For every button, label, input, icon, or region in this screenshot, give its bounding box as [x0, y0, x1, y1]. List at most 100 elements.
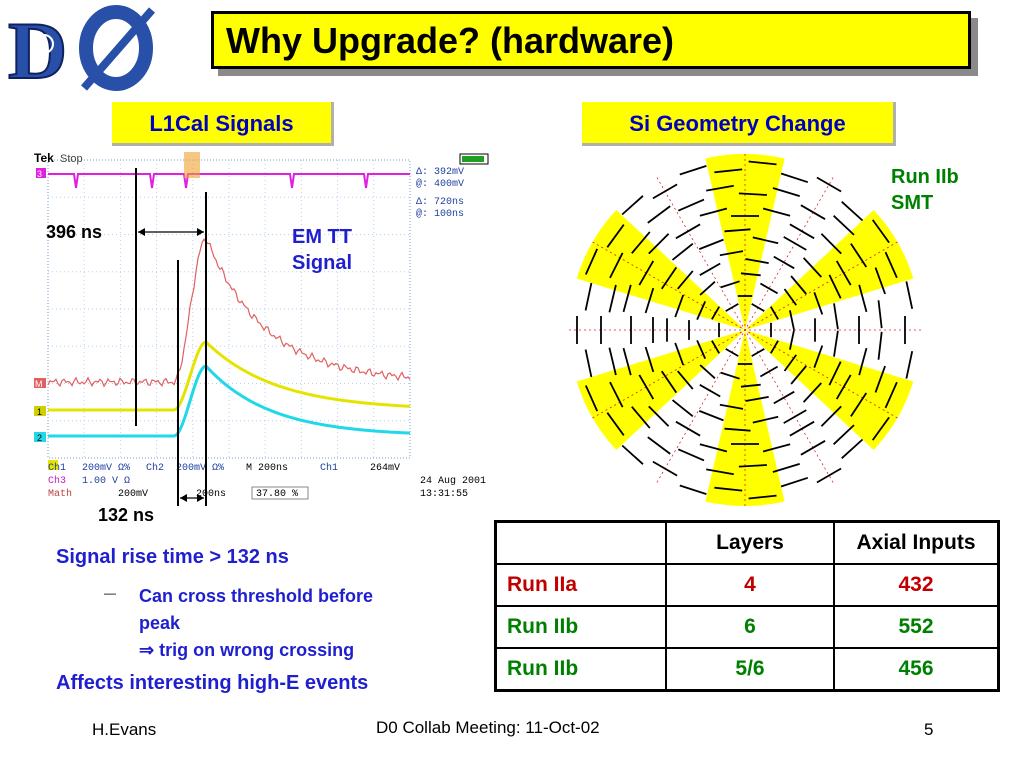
sensor-ladder	[675, 223, 701, 240]
si-geometry-label-box: Si Geometry Change	[582, 102, 896, 146]
sensor-ladder	[770, 340, 779, 354]
trigger-marker	[184, 152, 200, 178]
scope-ch3: Ch3	[48, 475, 66, 487]
scope-math: Math	[48, 488, 72, 500]
sensor-ladder	[608, 347, 617, 376]
sensor-ladder	[724, 228, 751, 233]
sensor-ladder	[858, 347, 868, 376]
row-label: Run IIa	[494, 563, 667, 607]
sensor-ladder	[714, 486, 743, 492]
silicon-wedge	[705, 330, 785, 507]
sensor-ladder	[871, 219, 890, 244]
sensor-ladder	[675, 420, 701, 437]
sensor-ladder	[609, 381, 624, 408]
scope-meas1: Δ: 392mV	[416, 167, 464, 178]
page-title: Why Upgrade? (hardware)	[226, 20, 675, 61]
scope-ch1-scale: 200mV Ω%	[82, 463, 130, 474]
footer-page-number: 5	[924, 720, 934, 739]
scope-time: 13:31:55	[420, 489, 468, 500]
footer-author: H.Evans	[92, 720, 157, 739]
sensor-ladder	[770, 306, 779, 320]
sensor-ladder	[719, 403, 744, 410]
sensor-ladder	[609, 252, 624, 279]
sensor-ladder	[725, 303, 739, 312]
sensor-ladder	[699, 262, 721, 276]
sensor-ladder	[740, 383, 761, 388]
sensor-ladder	[833, 303, 839, 330]
sensor-ladder	[674, 342, 685, 366]
sensor-ladder	[648, 233, 670, 255]
sensor-ladder	[752, 236, 779, 245]
em-tt-signal-label: EM TT Signal	[292, 226, 353, 274]
sensor-ladder	[696, 301, 707, 320]
title-box: Why Upgrade? (hardware)	[211, 11, 971, 69]
l1cal-signals-label-box: L1Cal Signals	[112, 102, 334, 146]
math-marker: M	[35, 379, 43, 389]
sensor-ladder	[584, 282, 593, 311]
sensor-ladder	[813, 291, 824, 315]
sensor-ladder	[677, 370, 694, 390]
sensor-ladder	[816, 176, 842, 193]
sensor-ladder	[773, 390, 795, 405]
sensor-ladder	[780, 476, 809, 488]
sensor-ladder	[711, 340, 720, 354]
sensor-ladder	[748, 160, 777, 166]
sensor-ladder	[584, 385, 599, 412]
scope-timebase: M 200ns	[246, 463, 288, 474]
sensor-ladder	[871, 416, 890, 441]
axial-value: 552	[833, 605, 1000, 649]
sensor-ladder	[699, 384, 721, 398]
sensor-ladder	[820, 233, 842, 255]
scope-trigger-channel: Ch1	[320, 462, 338, 474]
sensor-ladder	[671, 242, 694, 261]
silicon-wedge	[705, 153, 785, 330]
sensor-ladder	[762, 207, 791, 217]
scope-math-time: 200ns	[196, 489, 226, 500]
sensor-ladder	[699, 207, 728, 217]
sensor-ladder	[905, 281, 914, 309]
scope-math-scale: 200mV	[118, 489, 148, 500]
sensor-ladder	[783, 354, 797, 372]
sensor-ladder	[621, 444, 644, 465]
sensor-ladder	[679, 165, 707, 176]
table-header-axial-inputs: Axial Inputs	[833, 520, 1000, 565]
scope-ch2: Ch2	[146, 462, 164, 474]
sensor-ladder	[877, 300, 883, 329]
sensor-ladder	[783, 288, 797, 306]
sensor-ladder	[874, 267, 886, 295]
svg-text:DØ: DØ	[34, 54, 49, 65]
sensor-ladder	[828, 361, 842, 386]
oscilloscope-trace: Tek Stop 3 Δ: 392mV @: 400mV Δ: 720ns @:…	[34, 148, 500, 506]
sensor-ladder	[789, 310, 795, 330]
channel1-trace	[48, 340, 411, 412]
sensor-ladder	[638, 260, 655, 286]
sensor-ladder	[608, 284, 617, 313]
sensor-ladder	[584, 349, 593, 378]
sensor-ladder	[584, 248, 599, 275]
sensor-ladder	[790, 275, 807, 295]
sensor-ladder	[724, 427, 751, 432]
sensor-ladder	[740, 272, 761, 277]
channel2-marker: 2	[37, 433, 42, 443]
bullet-high-e-events: Affects interesting high-E events	[56, 672, 369, 694]
sensor-ladder	[841, 438, 864, 459]
sensor-ladder	[752, 415, 779, 424]
sensor-ladder	[789, 420, 815, 437]
sensor-ladder	[790, 365, 807, 385]
scope-meas2: @: 400mV	[416, 178, 464, 190]
sensor-ladder	[719, 250, 744, 257]
sensor-ladder	[714, 168, 743, 174]
sensor-ladder	[652, 460, 678, 477]
sensor-ladder	[772, 187, 800, 197]
sensor-ladder	[652, 183, 678, 200]
row-label: Run IIb	[494, 647, 667, 692]
sensor-ladder	[789, 330, 795, 350]
sensor-ladder	[738, 464, 767, 468]
sensor-ladder	[638, 374, 655, 400]
sensor-ladder	[711, 306, 720, 320]
sensor-ladder	[745, 396, 769, 402]
sensor-ladder	[751, 348, 765, 357]
table-header-row: Layers Axial Inputs	[494, 520, 1000, 565]
sensor-ladder	[800, 440, 826, 456]
sensor-ladder	[762, 443, 791, 453]
